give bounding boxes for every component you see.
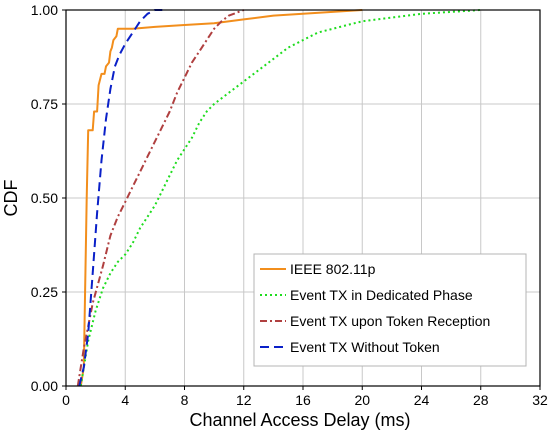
y-tick-label: 0.25 [31, 284, 58, 300]
y-tick-label: 0.75 [31, 96, 58, 112]
x-tick-label: 32 [532, 392, 548, 408]
x-axis: 0 4 8 12 16 20 24 28 32 [62, 386, 548, 408]
legend-label: IEEE 802.11p [290, 261, 376, 277]
legend-label: Event TX in Dedicated Phase [290, 287, 473, 303]
series-line-3 [76, 9, 245, 387]
y-axis: 0.00 0.25 0.50 0.75 1.00 [31, 2, 66, 394]
legend-box [253, 253, 527, 367]
x-axis-title: Channel Access Delay (ms) [189, 410, 410, 430]
x-tick-label: 12 [236, 392, 252, 408]
grid [66, 10, 540, 386]
series-lines [76, 9, 481, 387]
x-tick-label: 8 [181, 392, 189, 408]
y-tick-label: 0.00 [31, 378, 58, 394]
series-line-4 [78, 9, 163, 387]
legend: IEEE 802.11p Event TX in Dedicated Phase E… [253, 253, 527, 367]
series-line-1 [79, 9, 363, 387]
x-tick-label: 4 [121, 392, 129, 408]
legend-label: Event TX upon Token Reception [290, 313, 490, 329]
x-tick-label: 24 [414, 392, 430, 408]
x-tick-label: 20 [354, 392, 370, 408]
x-tick-label: 16 [295, 392, 311, 408]
y-tick-label: 0.50 [31, 190, 58, 206]
y-tick-label: 1.00 [31, 2, 58, 18]
x-tick-label: 28 [473, 392, 489, 408]
legend-label: Event TX Without Token [290, 339, 440, 355]
y-axis-title: CDF [1, 180, 21, 217]
x-tick-label: 0 [62, 392, 70, 408]
